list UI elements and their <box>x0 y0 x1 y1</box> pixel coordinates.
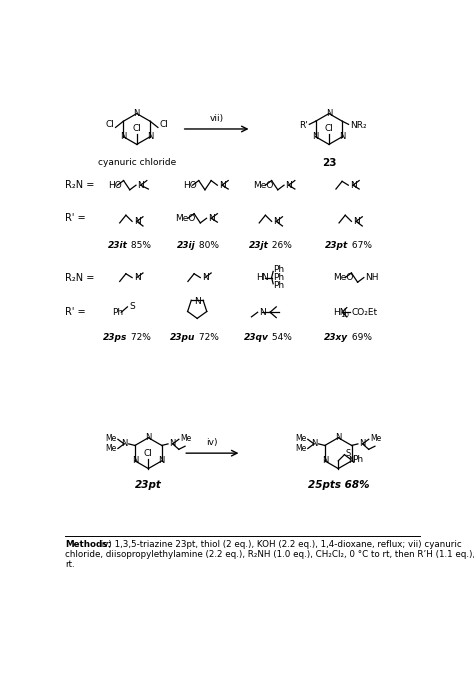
Text: 23: 23 <box>322 158 336 169</box>
Text: 23ij: 23ij <box>177 241 196 250</box>
Text: Me: Me <box>295 434 306 443</box>
Text: chloride, diisopropylethylamine (2.2 eq.), R₂NH (1.0 eq.), CH₂Cl₂, 0 °C to rt, t: chloride, diisopropylethylamine (2.2 eq.… <box>65 550 474 559</box>
Text: Me: Me <box>181 434 191 443</box>
Text: N: N <box>208 214 215 223</box>
Text: N: N <box>147 132 154 141</box>
Text: Me: Me <box>105 434 116 443</box>
Text: 54%: 54% <box>269 333 292 342</box>
Text: Ph: Ph <box>352 455 364 464</box>
Text: N: N <box>194 297 201 306</box>
Text: rt.: rt. <box>65 560 75 569</box>
Text: 23pt: 23pt <box>135 480 162 490</box>
Text: N: N <box>353 217 360 226</box>
Text: cyanuric chloride: cyanuric chloride <box>98 158 176 167</box>
Text: N: N <box>359 439 366 448</box>
Text: N: N <box>335 433 341 442</box>
Text: N: N <box>121 439 127 448</box>
Text: N: N <box>134 109 140 118</box>
Text: N: N <box>219 181 226 190</box>
Text: Ph: Ph <box>273 281 284 290</box>
Text: Cl: Cl <box>105 120 114 129</box>
Text: NR₂: NR₂ <box>350 121 367 129</box>
Text: 72%: 72% <box>128 333 151 342</box>
Text: N: N <box>312 132 319 141</box>
Text: N: N <box>261 273 267 282</box>
Text: 23xy: 23xy <box>324 333 348 342</box>
Text: Methods:: Methods: <box>65 540 111 549</box>
Text: N: N <box>326 109 332 118</box>
Text: 23pt: 23pt <box>325 241 348 250</box>
Text: N: N <box>273 217 280 226</box>
Text: S: S <box>129 301 135 311</box>
Text: vii): vii) <box>210 114 224 123</box>
Text: N: N <box>350 181 356 190</box>
Text: N: N <box>170 439 176 448</box>
Text: MeO: MeO <box>333 273 353 282</box>
Text: 10: 10 <box>340 312 349 318</box>
Text: MeO: MeO <box>175 214 196 223</box>
Text: NH: NH <box>365 273 379 282</box>
Text: Cl: Cl <box>144 449 153 458</box>
Text: 25pts 68%: 25pts 68% <box>308 480 369 490</box>
Text: 23qv: 23qv <box>244 333 268 342</box>
Text: 23jt: 23jt <box>249 241 268 250</box>
Text: 67%: 67% <box>349 241 372 250</box>
Text: Cl: Cl <box>132 124 141 133</box>
Text: N: N <box>259 308 266 317</box>
Text: Ph: Ph <box>273 273 284 282</box>
Text: R₂N =: R₂N = <box>65 273 95 282</box>
Text: 69%: 69% <box>349 333 372 342</box>
Text: MeO: MeO <box>253 181 273 190</box>
Text: iv): iv) <box>207 438 218 447</box>
Text: iv) 1,3,5-triazine ​23pt​, thiol (2 eq.), KOH (2.2 eq.), 1,4-dioxane, reflux; vi: iv) 1,3,5-triazine ​23pt​, thiol (2 eq.)… <box>98 540 462 549</box>
Text: 80%: 80% <box>196 241 219 250</box>
Text: N: N <box>339 132 346 141</box>
Text: 23ps: 23ps <box>103 333 128 342</box>
Text: Me: Me <box>370 434 382 443</box>
Text: Me: Me <box>105 444 116 453</box>
Text: S: S <box>346 450 351 458</box>
Text: Cl: Cl <box>159 120 168 129</box>
Text: N: N <box>120 132 127 141</box>
Text: N: N <box>348 456 355 465</box>
Text: N: N <box>322 456 328 465</box>
Text: 85%: 85% <box>128 241 151 250</box>
Text: Me: Me <box>295 444 306 453</box>
Text: 23it: 23it <box>108 241 128 250</box>
Text: HN: HN <box>333 308 346 317</box>
Text: Ph: Ph <box>112 308 123 317</box>
Text: N: N <box>310 439 317 448</box>
Text: N: N <box>134 217 140 226</box>
Text: CO₂Et: CO₂Et <box>351 308 378 317</box>
Text: R' =: R' = <box>65 213 86 223</box>
Text: 26%: 26% <box>269 241 292 250</box>
Text: 23pu: 23pu <box>170 333 196 342</box>
Text: HO: HO <box>183 181 197 190</box>
Text: R': R' <box>299 121 308 129</box>
Text: N: N <box>145 433 152 442</box>
Text: R' =: R' = <box>65 307 86 318</box>
Text: N: N <box>134 273 140 282</box>
Text: HO: HO <box>108 181 122 190</box>
Text: 72%: 72% <box>196 333 219 342</box>
Text: R₂N =: R₂N = <box>65 180 95 190</box>
Text: N: N <box>132 456 138 465</box>
Text: N: N <box>285 181 292 190</box>
Text: Ph: Ph <box>273 265 284 274</box>
Text: N: N <box>202 273 209 282</box>
Text: N: N <box>137 181 144 190</box>
Text: N: N <box>159 456 165 465</box>
Text: H: H <box>256 273 263 282</box>
Text: Cl: Cl <box>325 124 333 133</box>
